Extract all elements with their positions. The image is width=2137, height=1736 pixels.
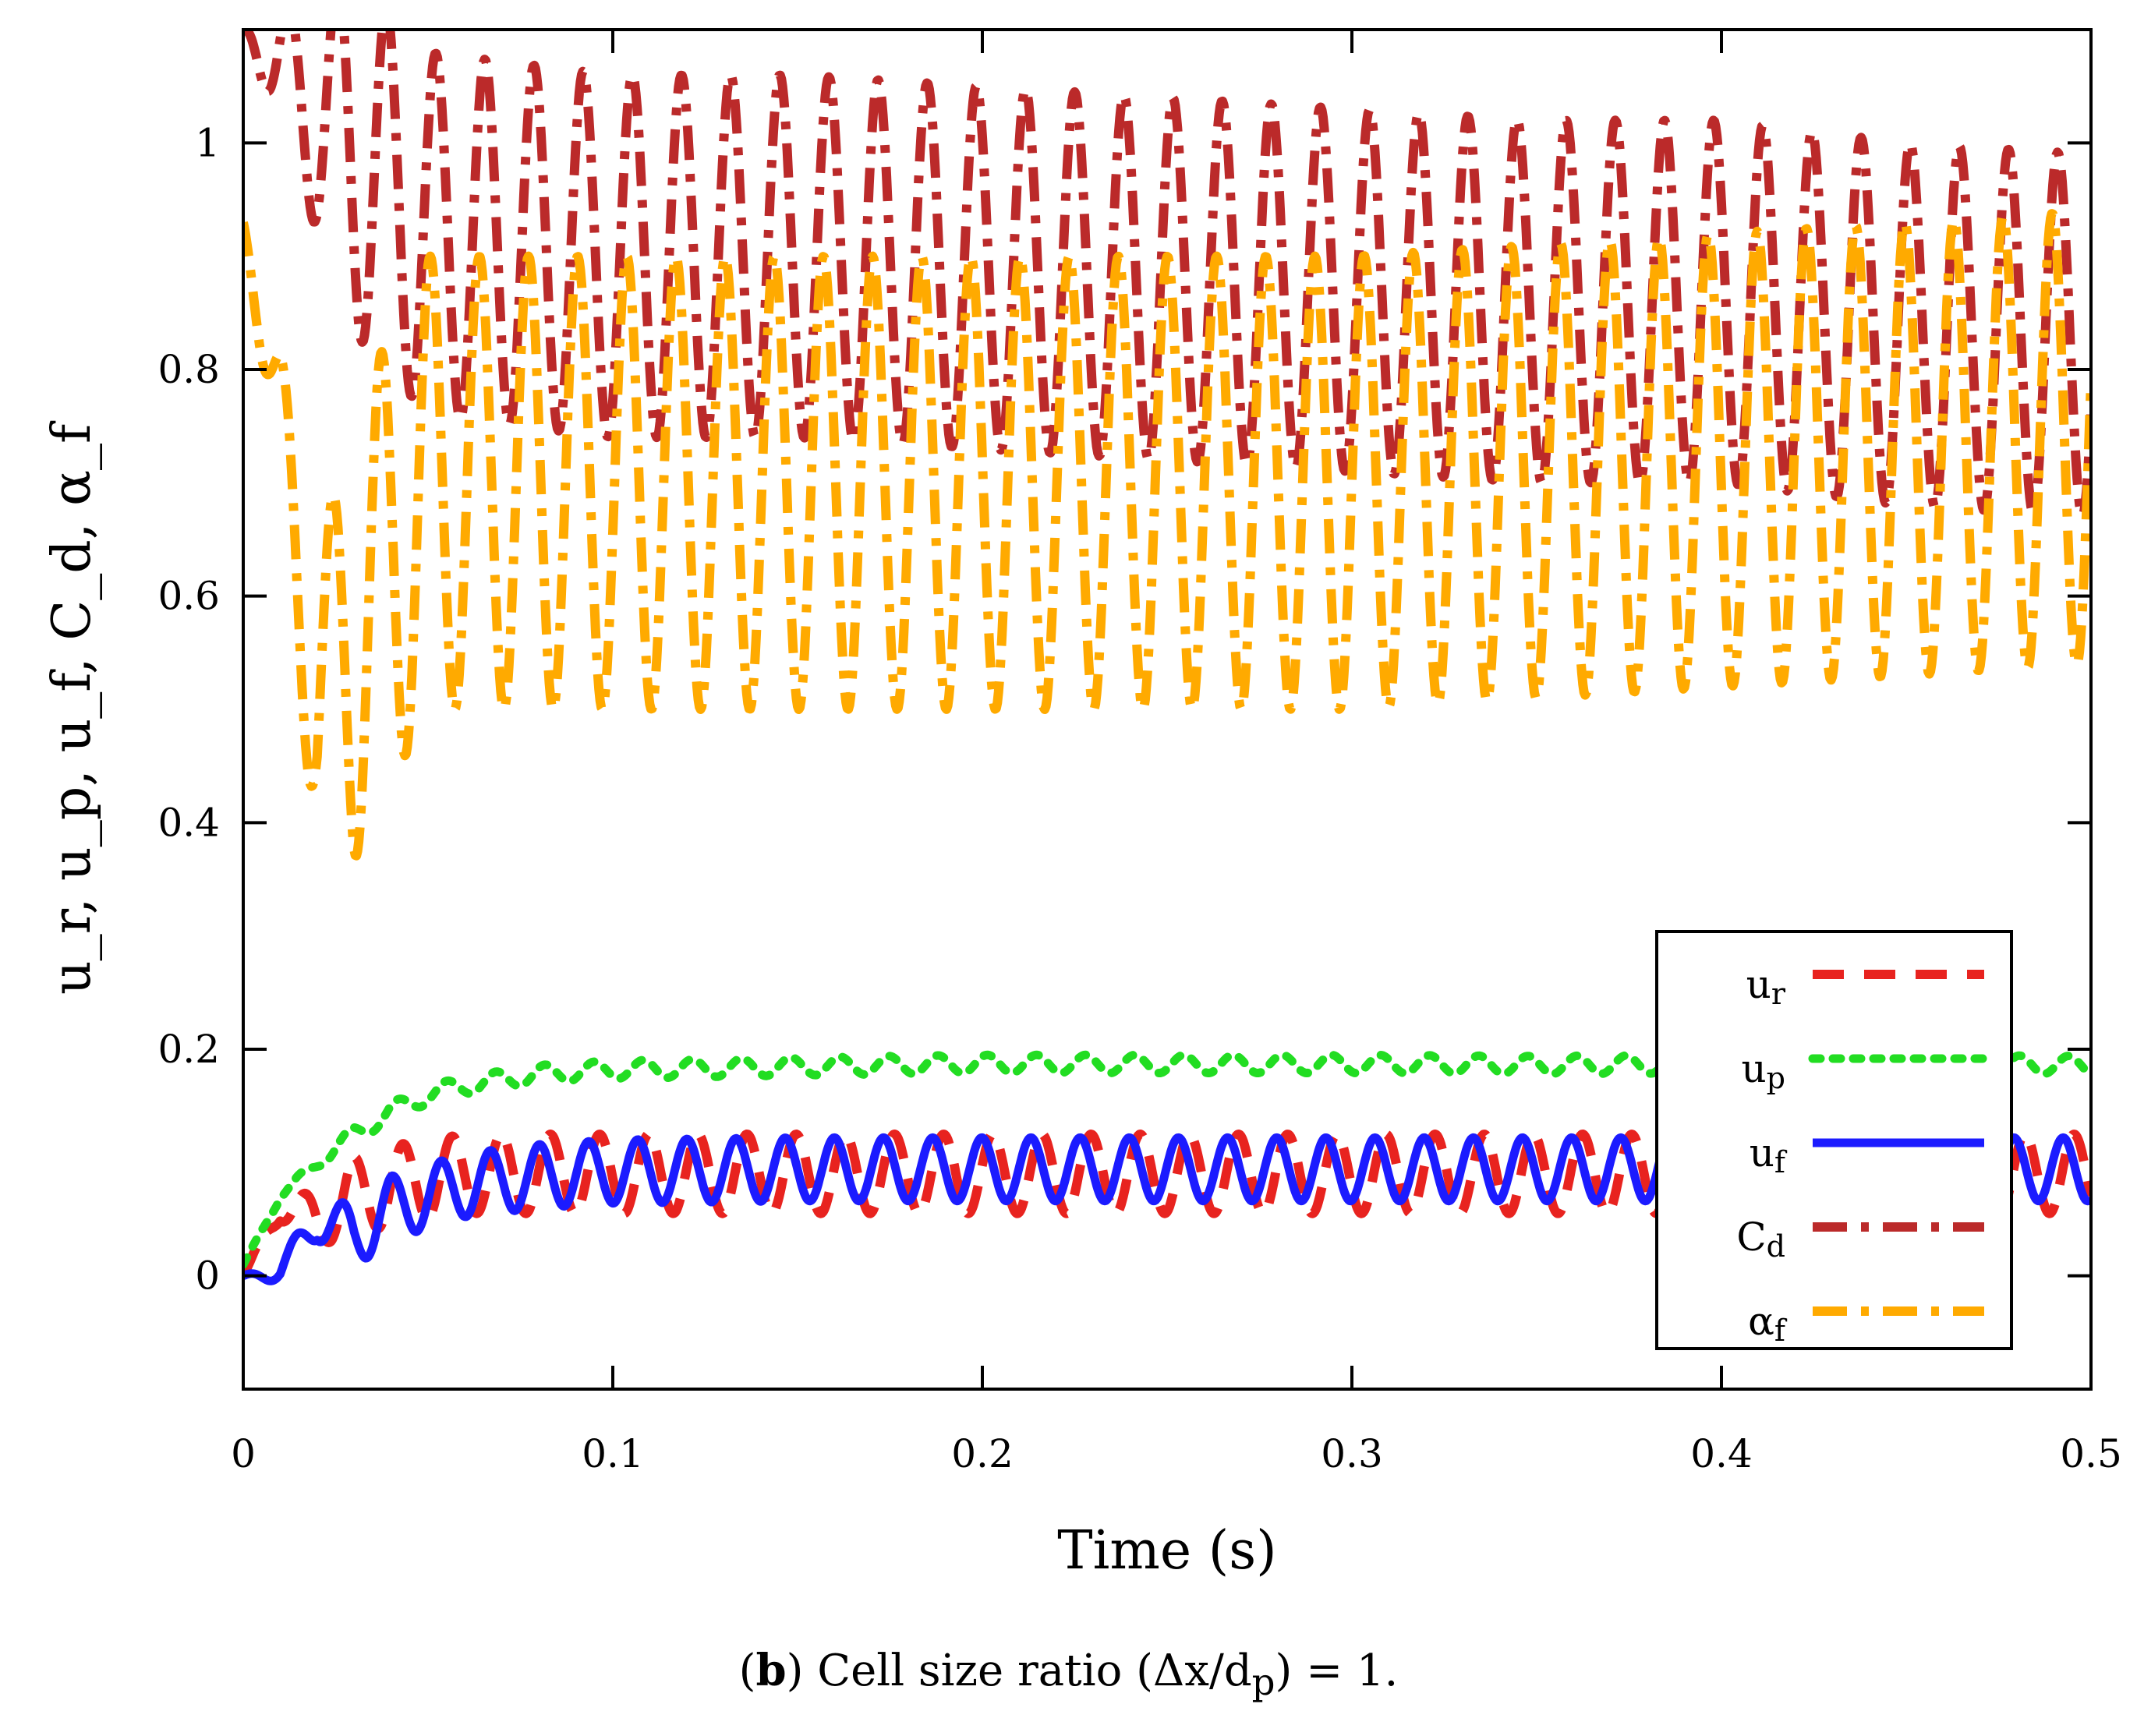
legend-label-main: u [1741, 1046, 1766, 1091]
y-tick-label: 0.4 [157, 800, 220, 845]
series-line-αf [243, 209, 2091, 861]
legend-label-sub: r [1771, 977, 1786, 1011]
legend-label-sub: f [1774, 1145, 1788, 1179]
y-axis-title: u_r, u_p, u_f, C_d, α_f [41, 420, 103, 995]
x-tick-label: 0.5 [2060, 1431, 2122, 1476]
legend-label-main: u [1750, 1130, 1774, 1176]
x-tick-label: 0.4 [1690, 1431, 1753, 1476]
caption-panel-letter: b [755, 1645, 787, 1696]
legend-label-uf: uf [1750, 1130, 1788, 1179]
legend-label-up: up [1741, 1046, 1785, 1095]
y-tick-label: 1 [195, 120, 220, 165]
legend-label-αf: αf [1748, 1299, 1788, 1348]
y-tick-label: 0.2 [157, 1027, 220, 1072]
caption-text: Cell size ratio (Δx/d [817, 1646, 1252, 1696]
legend-label-main: α [1748, 1299, 1774, 1344]
caption-suffix: ) = 1. [1275, 1646, 1399, 1696]
legend-label-ur: ur [1746, 962, 1786, 1011]
plot-frame [242, 28, 2093, 1391]
y-tick-label: 0.6 [157, 574, 220, 619]
y-tick-label: 0 [195, 1253, 220, 1299]
series-line-Cd [243, 30, 2091, 521]
legend-label-Cd: Cd [1736, 1214, 1785, 1264]
legend-label-main: C [1736, 1214, 1766, 1260]
x-tick-label: 0 [231, 1431, 256, 1476]
x-axis-title: Time (s) [1057, 1520, 1276, 1582]
legend-label-sub: p [1767, 1061, 1785, 1095]
legend-label-sub: f [1774, 1313, 1788, 1348]
caption-sub: p [1251, 1662, 1275, 1705]
x-tick-label: 0.1 [582, 1431, 644, 1476]
figure-caption: (b) Cell size ratio (Δx/dp) = 1. [738, 1645, 1399, 1705]
x-tick-label: 0.2 [951, 1431, 1014, 1476]
y-tick-label: 0.8 [157, 347, 220, 392]
legend-label-sub: d [1767, 1229, 1785, 1264]
legend-label-main: u [1746, 962, 1771, 1007]
x-tick-label: 0.3 [1321, 1431, 1383, 1476]
